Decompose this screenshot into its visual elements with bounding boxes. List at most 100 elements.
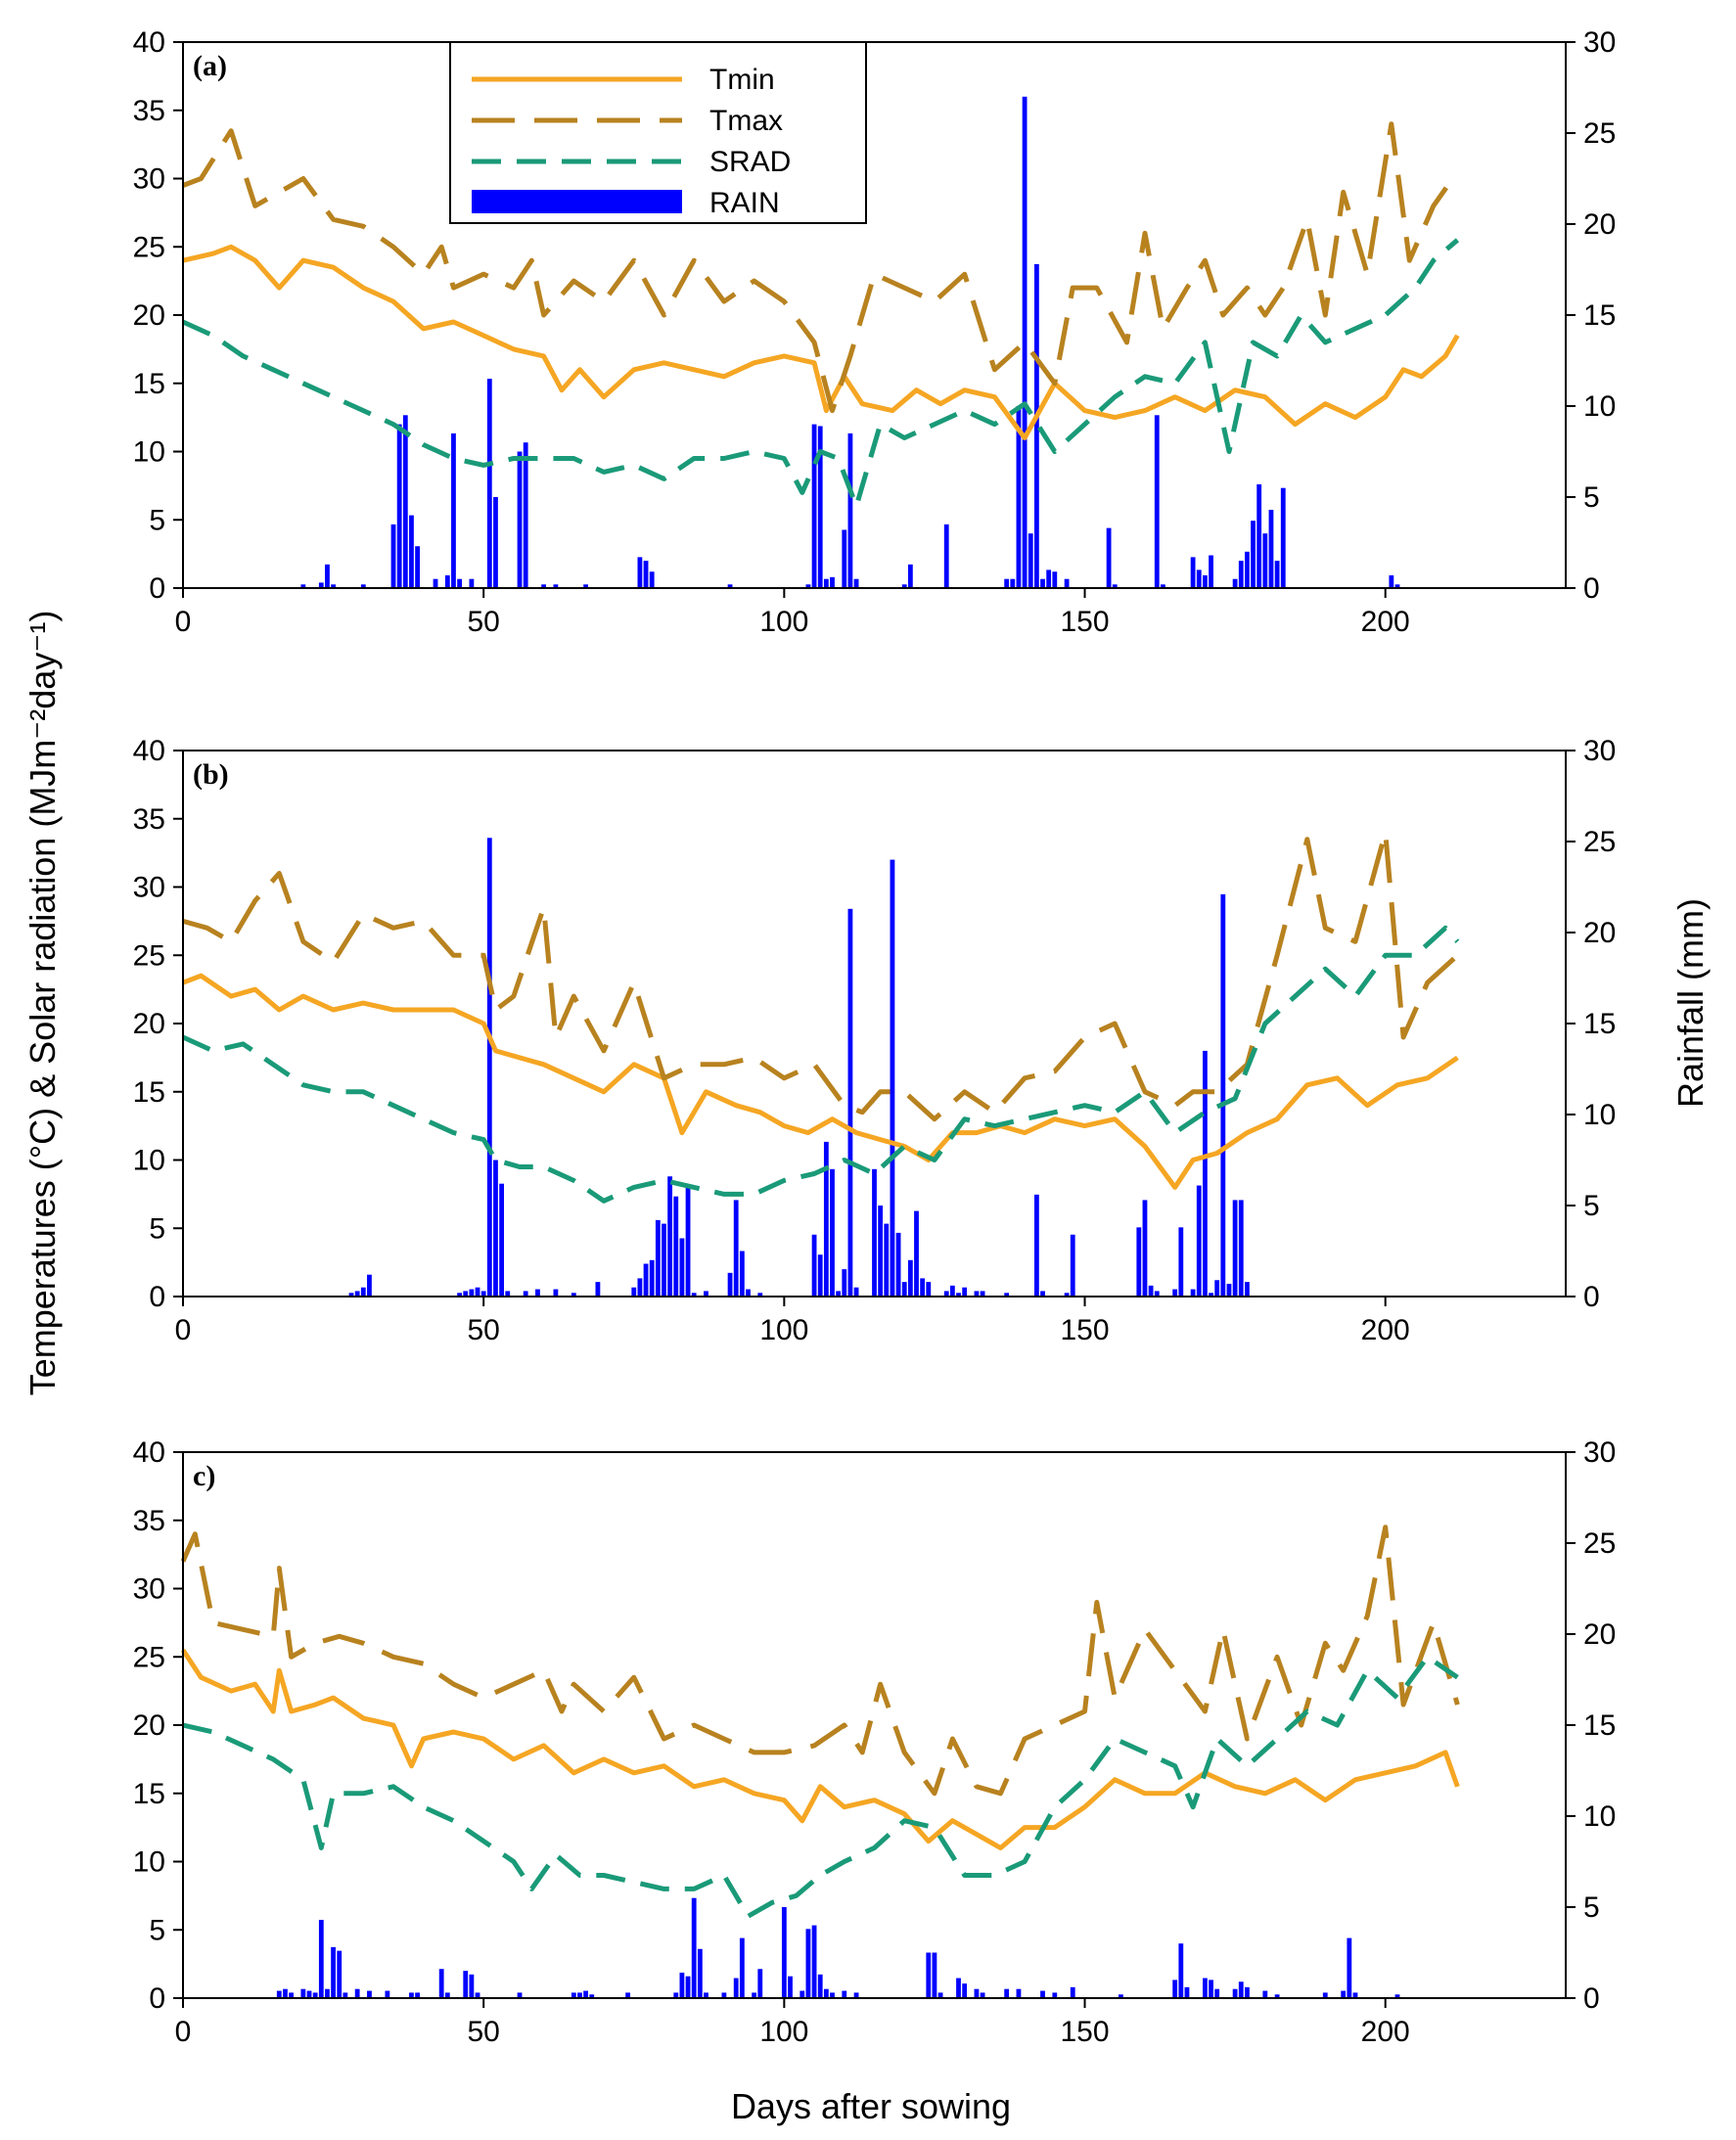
rain-bar	[811, 1925, 817, 1998]
rain-bar	[1274, 561, 1280, 588]
y-right-tick-label: 30	[1583, 735, 1616, 767]
rain-bar	[805, 584, 811, 588]
rain-bar	[943, 1291, 949, 1297]
rain-bar	[926, 1952, 932, 1998]
rain-bar	[577, 1992, 582, 1998]
y-right-tick-label: 20	[1583, 208, 1616, 241]
rain-bar	[836, 1291, 842, 1297]
rain-bar	[830, 1992, 835, 1998]
legend-item-tmin: Tmin	[472, 64, 775, 96]
rain-bar	[901, 1282, 907, 1297]
y-left-tick-label: 0	[149, 1281, 165, 1313]
rain-bar	[974, 1291, 980, 1297]
rain-bar	[746, 1289, 751, 1297]
rain-bar	[752, 1992, 757, 1998]
x-tick-label: 0	[175, 1314, 192, 1346]
rain-bars	[300, 96, 1400, 589]
rain-bar	[733, 1978, 739, 1998]
y-right-tick-label: 25	[1583, 117, 1616, 150]
rain-bar	[409, 1992, 414, 1998]
series-tmin	[182, 973, 1459, 1190]
rain-bar	[1352, 1992, 1358, 1998]
rain-bar	[475, 1287, 480, 1297]
rain-bar	[920, 1278, 926, 1297]
y-right-tick-label: 30	[1583, 1436, 1616, 1469]
rain-bar	[457, 1293, 462, 1297]
rain-bar	[1232, 1200, 1238, 1297]
y-right-tick-label: 25	[1583, 826, 1616, 858]
rain-bar	[1070, 1986, 1075, 1998]
rain-bar	[853, 578, 859, 588]
rain-bar	[673, 1196, 679, 1297]
rain-bar	[788, 1976, 793, 1998]
rain-bar	[1251, 521, 1256, 588]
rain-bar	[517, 451, 523, 588]
y-left-tick-label: 0	[149, 572, 165, 605]
y-left-tick-label: 35	[133, 1505, 165, 1537]
series-srad	[181, 925, 1460, 1204]
rain-bar	[289, 1992, 294, 1998]
rain-bar	[390, 524, 396, 588]
rain-bar	[1190, 1289, 1196, 1297]
rain-bar	[1341, 1990, 1347, 1998]
y-right-tick-label: 0	[1583, 572, 1600, 605]
rain-bar	[1064, 1293, 1070, 1297]
y-left-tick-label: 25	[133, 1641, 165, 1673]
rain-bar	[475, 1992, 480, 1998]
rain-bar	[318, 1920, 324, 1998]
rain-bar	[842, 1990, 847, 1998]
plot-frame	[182, 41, 1567, 589]
x-tick-label: 150	[1060, 1314, 1109, 1346]
rain-bar	[553, 584, 559, 588]
rain-bar	[830, 576, 835, 588]
rain-bar	[805, 1929, 811, 1998]
rain-bar	[853, 1992, 859, 1998]
rain-bar	[1148, 1285, 1154, 1297]
rain-bar	[1214, 1280, 1220, 1297]
rain-bar	[847, 908, 853, 1297]
rain-bar	[1202, 1050, 1208, 1297]
rain-bar	[817, 1974, 823, 1998]
rain-bar	[1052, 571, 1058, 588]
rain-bar	[1274, 1994, 1280, 1998]
rain-bar	[1154, 415, 1160, 588]
rain-bar	[631, 1287, 637, 1297]
rain-bar	[331, 1946, 336, 1998]
rain-bar	[649, 571, 655, 588]
x-tick-label: 50	[467, 606, 499, 638]
x-tick-label: 200	[1361, 1314, 1410, 1346]
x-axis-title: Days after sowing	[731, 2086, 1011, 2126]
rain-bar	[1244, 1282, 1250, 1297]
y-left-tick-label: 40	[133, 26, 165, 59]
rain-bar	[325, 564, 330, 588]
rain-bars	[276, 1897, 1400, 1998]
rain-bar	[523, 442, 528, 588]
y-left-tick-label: 40	[133, 1436, 165, 1469]
rain-bar	[469, 578, 475, 588]
y-right-tick-label: 20	[1583, 917, 1616, 949]
rain-bar	[505, 1291, 511, 1297]
y-left-tick-label: 15	[133, 368, 165, 400]
y-left-tick-label: 25	[133, 231, 165, 263]
rain-bar	[486, 379, 492, 588]
rain-bar	[1196, 569, 1202, 588]
rain-bar	[415, 1992, 420, 1998]
rain-bar	[1016, 1988, 1022, 1998]
rain-bar	[817, 426, 823, 588]
rain-bar	[1016, 406, 1022, 588]
rain-bar	[1202, 1978, 1208, 1998]
x-tick-label: 150	[1060, 606, 1109, 638]
rain-bar	[1040, 1990, 1045, 1998]
rain-bar	[444, 574, 450, 588]
rain-bar	[541, 584, 547, 588]
rain-bar	[1209, 1293, 1213, 1297]
rain-bar	[1064, 578, 1070, 588]
rain-bar	[811, 424, 817, 588]
rain-bar	[949, 1285, 955, 1297]
rain-bar	[1209, 1980, 1213, 1998]
series-tmin	[180, 1648, 1460, 1850]
rain-bar	[469, 1974, 475, 1998]
rain-bar	[367, 1990, 372, 1998]
x-tick-label: 200	[1361, 2016, 1410, 2048]
